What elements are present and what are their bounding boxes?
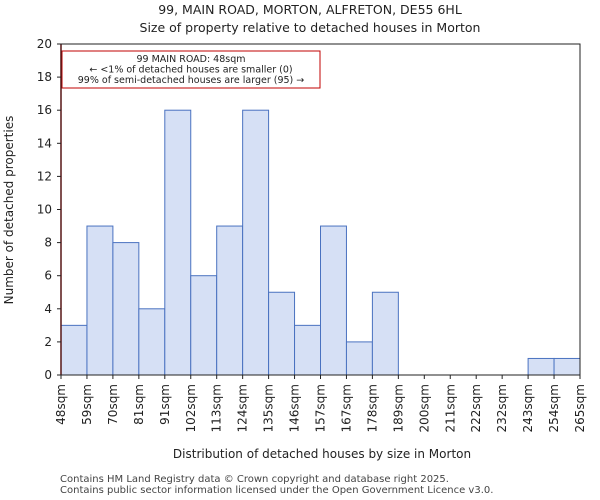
x-tick-label: 254sqm [547, 384, 561, 432]
x-tick-label: 243sqm [521, 384, 535, 432]
annotation-line-2: ← <1% of detached houses are smaller (0) [89, 65, 292, 76]
y-tick-label: 6 [44, 269, 52, 283]
bars-group [60, 109, 581, 376]
x-tick-label: 146sqm [288, 384, 302, 432]
bar-157sqm [320, 225, 347, 376]
bar-59sqm [86, 225, 114, 376]
y-tick-label: 14 [37, 136, 52, 150]
x-tick-label: 135sqm [262, 384, 276, 432]
y-axis-label: Number of detached properties [2, 116, 16, 305]
footer-copyright: Contains HM Land Registry data © Crown c… [60, 474, 449, 485]
x-tick-label: 222sqm [469, 384, 483, 432]
y-tick-label: 4 [44, 302, 52, 316]
chart-subtitle: Size of property relative to detached ho… [140, 20, 481, 35]
annotation-box: 99 MAIN ROAD: 48sqm ← <1% of detached ho… [61, 50, 321, 89]
bar-178sqm [371, 291, 399, 376]
footer-licence: Contains public sector information licen… [60, 485, 494, 496]
x-tick-label: 59sqm [80, 384, 94, 425]
bar-70sqm [112, 242, 140, 376]
bar-254sqm [553, 357, 581, 376]
annotation-line-3: 99% of semi-detached houses are larger (… [78, 75, 305, 86]
bar-91sqm [164, 109, 192, 376]
y-tick-label: 10 [37, 203, 52, 217]
y-tick-label: 16 [37, 103, 52, 117]
annotation-border [61, 50, 321, 89]
x-tick-label: 124sqm [236, 384, 250, 432]
chart-title: 99, MAIN ROAD, MORTON, ALFRETON, DE55 6H… [158, 2, 462, 17]
x-tick-label: 265sqm [573, 384, 587, 432]
bar-146sqm [294, 324, 321, 376]
y-tick-label: 0 [44, 368, 52, 382]
bar-135sqm [268, 291, 296, 376]
bar-113sqm [216, 225, 244, 376]
y-tick-label: 12 [37, 169, 52, 183]
x-axis-label: Distribution of detached houses by size … [173, 447, 471, 461]
x-tick-label: 81sqm [132, 384, 146, 425]
bar-48sqm [60, 324, 88, 376]
x-tick-label: 157sqm [314, 384, 328, 432]
x-tick-label: 167sqm [339, 384, 353, 432]
bar-124sqm [242, 109, 270, 376]
bar-167sqm [345, 341, 373, 376]
x-tick-label: 102sqm [184, 384, 198, 432]
x-tick-label: 189sqm [391, 384, 405, 432]
bar-81sqm [138, 308, 166, 376]
y-tick-label: 20 [37, 37, 52, 51]
y-tick-label: 8 [44, 236, 52, 250]
y-tick-label: 18 [37, 70, 52, 84]
x-tick-label: 178sqm [365, 384, 379, 432]
x-tick-label: 200sqm [417, 384, 431, 432]
x-tick-label: 211sqm [443, 384, 457, 432]
x-tick-label: 91sqm [158, 384, 172, 425]
x-tick-label: 232sqm [495, 384, 509, 432]
x-tick-label: 113sqm [210, 384, 224, 432]
bar-243sqm [527, 357, 555, 376]
annotation-line-1: 99 MAIN ROAD: 48sqm [137, 54, 246, 65]
bar-102sqm [190, 275, 218, 376]
y-axis-ticks: 0 2 4 6 8 10 12 14 16 18 20 [37, 37, 61, 382]
x-axis-ticks: 48sqm 59sqm 70sqm 81sqm 91sqm 102sqm 113sqm 124… [54, 375, 587, 432]
y-tick-label: 2 [44, 335, 52, 349]
x-tick-label: 48sqm [54, 384, 68, 425]
x-tick-label: 70sqm [106, 384, 120, 425]
